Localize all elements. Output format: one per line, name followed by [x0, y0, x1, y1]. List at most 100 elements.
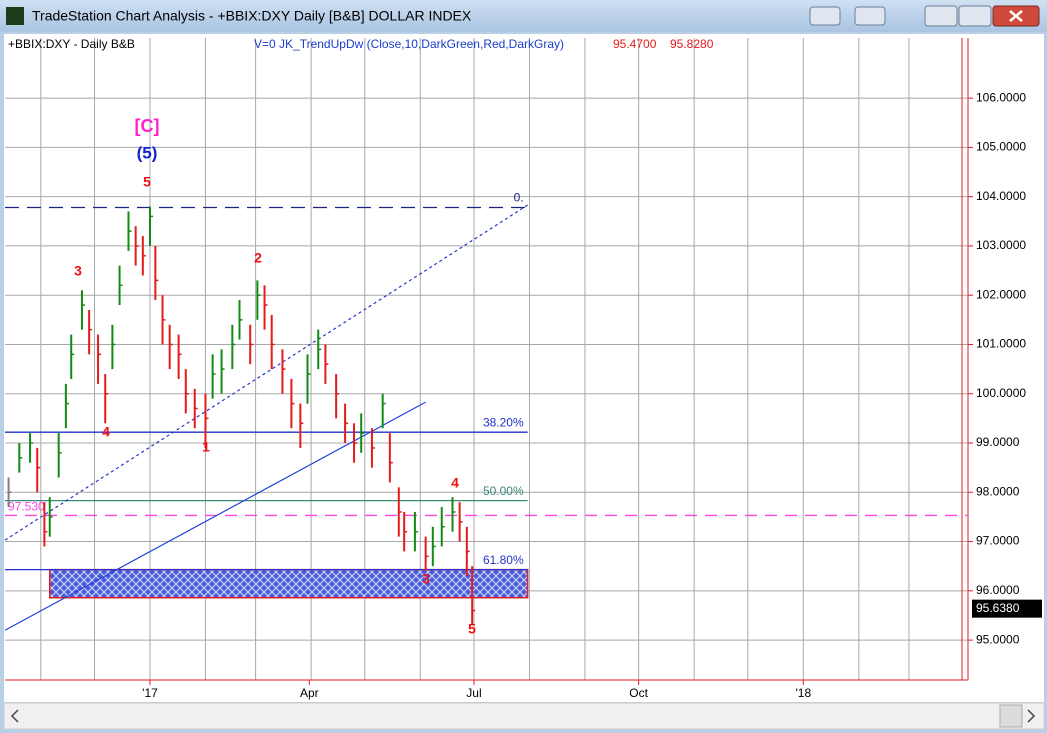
trendline: [4, 204, 528, 541]
price-bar: [57, 433, 62, 478]
price-bar: [204, 393, 209, 448]
price-bar: [458, 502, 463, 542]
price-bar: [451, 497, 456, 532]
price-bar: [154, 245, 159, 301]
fib-label: 50.00%: [483, 484, 524, 498]
price-bar: [324, 344, 329, 384]
price-bar: [388, 433, 393, 483]
wave-label: (5): [137, 143, 158, 162]
price-bar: [184, 369, 189, 414]
price-bar: [424, 536, 429, 572]
y-tick-label: 95.0000: [976, 632, 1020, 646]
pivot-label: 97.530: [8, 500, 45, 514]
price-bar: [256, 280, 261, 320]
price-bar: [471, 566, 476, 626]
trendline: [4, 401, 426, 631]
y-tick-label: 101.0000: [976, 337, 1026, 351]
price-bar: [18, 443, 23, 473]
price-bar: [29, 433, 34, 463]
price-bar: [238, 300, 243, 340]
y-tick-label: 100.0000: [976, 386, 1026, 400]
scroll-thumb[interactable]: [999, 704, 1023, 728]
y-tick-label: 103.0000: [976, 238, 1026, 252]
price-bar: [249, 324, 254, 365]
wave-label: 5: [468, 621, 476, 637]
price-bar: [97, 334, 102, 384]
price-bar: [118, 265, 123, 306]
target-zone: [48, 568, 529, 599]
wave-label: 4: [451, 475, 459, 491]
price-bar: [263, 285, 268, 330]
price-bar: [88, 309, 93, 355]
price-bar: [127, 211, 132, 251]
price-bar: [281, 349, 286, 394]
price-bar: [104, 374, 109, 424]
y-tick-label: 104.0000: [976, 189, 1026, 203]
indicator-value: 95.8280: [670, 37, 714, 51]
price-bar: [306, 354, 311, 404]
price-bar: [440, 507, 445, 547]
fib-label: 0.: [514, 191, 524, 205]
y-tick-label: 98.0000: [976, 484, 1020, 498]
x-tick-label: Apr: [300, 686, 319, 700]
x-tick-label: Oct: [629, 686, 648, 700]
price-bar: [168, 324, 173, 370]
wave-label: 3: [74, 263, 82, 279]
price-bar: [335, 374, 340, 419]
price-bar: [134, 226, 139, 266]
price-bar: [48, 497, 53, 537]
scroll-left[interactable]: [10, 709, 19, 723]
s-button[interactable]: [809, 6, 841, 26]
price-bar: [211, 354, 216, 399]
price-bar: [403, 511, 408, 552]
chart-area: [4, 34, 1044, 702]
price-bar: [64, 383, 69, 429]
price-bar: [413, 511, 418, 552]
app-icon: [6, 7, 24, 25]
x-tick-label: '17: [142, 686, 158, 700]
price-bar: [7, 477, 12, 508]
price-bar: [317, 329, 322, 370]
x-tick-label: '18: [796, 686, 812, 700]
chart-layer: 95.0000 96.0000 97.0000 98.0000 99.0000 100.0…: [4, 38, 1042, 700]
y-tick-label: 97.0000: [976, 534, 1020, 548]
close-icon: [1009, 10, 1023, 22]
price-bar: [148, 206, 153, 246]
last-price-box: [972, 599, 1042, 618]
price-bar: [431, 526, 436, 567]
i-button[interactable]: [854, 6, 886, 26]
maximize-button[interactable]: [958, 5, 992, 27]
y-tick-label: 106.0000: [976, 90, 1026, 104]
fib-label: 61.80%: [483, 553, 524, 567]
scrollbar[interactable]: [3, 702, 1045, 730]
x-tick-label: Jul: [466, 686, 481, 700]
price-bar: [43, 502, 48, 547]
price-bar: [397, 487, 402, 537]
wave-label: [C]: [135, 116, 160, 136]
wave-label: 1: [202, 439, 210, 455]
price-bar: [370, 428, 375, 468]
wave-label: 3: [422, 571, 430, 587]
wave-label: 2: [254, 250, 262, 266]
price-bar: [36, 447, 41, 493]
price-bar: [353, 423, 358, 463]
wave-label: 4: [102, 424, 110, 440]
price-bar: [161, 295, 166, 345]
price-bar: [111, 324, 116, 370]
last-price-label: 95.6380: [976, 601, 1020, 615]
scroll-right[interactable]: [1027, 709, 1036, 723]
price-bar: [465, 526, 470, 577]
price-bar: [381, 393, 386, 429]
y-tick-label: 96.0000: [976, 583, 1020, 597]
price-bar: [270, 314, 275, 370]
y-tick-label: 102.0000: [976, 287, 1026, 301]
price-bar: [177, 334, 182, 379]
symbol-label: +BBIX:DXY - Daily B&B: [8, 37, 135, 51]
price-bar: [344, 403, 349, 444]
price-bar: [231, 324, 236, 370]
price-bar: [360, 413, 365, 453]
minimize-button[interactable]: [924, 5, 958, 27]
price-bar: [299, 403, 304, 448]
price-bar: [220, 349, 225, 394]
